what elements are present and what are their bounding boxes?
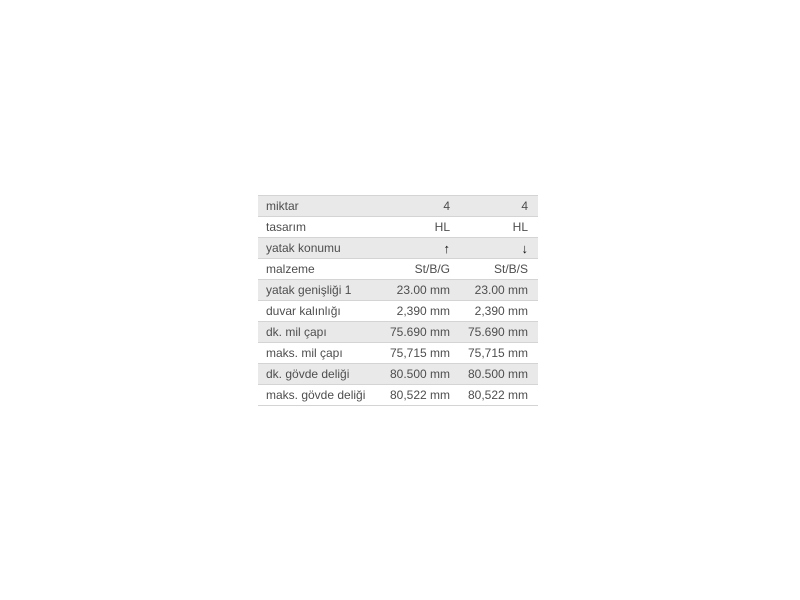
- row-value-2: 23.00 mm: [474, 283, 528, 297]
- row-value-2: 75.690 mm: [467, 325, 528, 339]
- row-value-2: 4: [521, 199, 528, 213]
- row-value-1: 80,522 mm: [389, 388, 450, 402]
- row-value-1: 80.500 mm: [389, 367, 450, 381]
- row-value-2: 75,715 mm: [467, 346, 528, 360]
- row-value-2: HL: [512, 220, 528, 234]
- table-row: dk. gövde deliği 80.500 mm 80.500 mm: [258, 364, 538, 385]
- table-row: duvar kalınlığı 2,390 mm 2,390 mm: [258, 301, 538, 322]
- row-value-1: HL: [434, 220, 450, 234]
- row-value-1: 75.690 mm: [389, 325, 450, 339]
- row-value-1: St/B/G: [414, 262, 450, 276]
- arrow-down-icon: ↓: [521, 241, 529, 255]
- row-value-2: 80.500 mm: [467, 367, 528, 381]
- row-value-1: 75,715 mm: [389, 346, 450, 360]
- row-label: miktar: [266, 199, 299, 213]
- row-label: maks. mil çapı: [266, 346, 343, 360]
- row-value-1: 2,390 mm: [396, 304, 450, 318]
- table-row: maks. gövde deliği 80,522 mm 80,522 mm: [258, 385, 538, 406]
- table-row: miktar 4 4: [258, 196, 538, 217]
- table-row: yatak konumu ↑ ↓: [258, 238, 538, 259]
- row-label: dk. gövde deliği: [266, 367, 350, 381]
- table-row: dk. mil çapı 75.690 mm 75.690 mm: [258, 322, 538, 343]
- table-row: maks. mil çapı 75,715 mm 75,715 mm: [258, 343, 538, 364]
- arrow-up-icon: ↑: [443, 241, 451, 255]
- specs-table: miktar 4 4 tasarım HL HL yatak konumu ↑ ↓ malzeme…: [258, 195, 538, 406]
- row-label: dk. mil çapı: [266, 325, 327, 339]
- row-label: malzeme: [266, 262, 315, 276]
- row-value-1: 23.00 mm: [396, 283, 450, 297]
- row-label: maks. gövde deliği: [266, 388, 366, 402]
- row-value-2: St/B/S: [493, 262, 528, 276]
- table-row: tasarım HL HL: [258, 217, 538, 238]
- row-label: yatak konumu: [266, 241, 341, 255]
- row-value-2: 80,522 mm: [467, 388, 528, 402]
- table-row: yatak genişliği 1 23.00 mm 23.00 mm: [258, 280, 538, 301]
- row-value-1: 4: [443, 199, 450, 213]
- row-label: yatak genişliği 1: [266, 283, 352, 297]
- table-row: malzeme St/B/G St/B/S: [258, 259, 538, 280]
- row-label: duvar kalınlığı: [266, 304, 341, 318]
- row-value-2: 2,390 mm: [474, 304, 528, 318]
- row-label: tasarım: [266, 220, 307, 234]
